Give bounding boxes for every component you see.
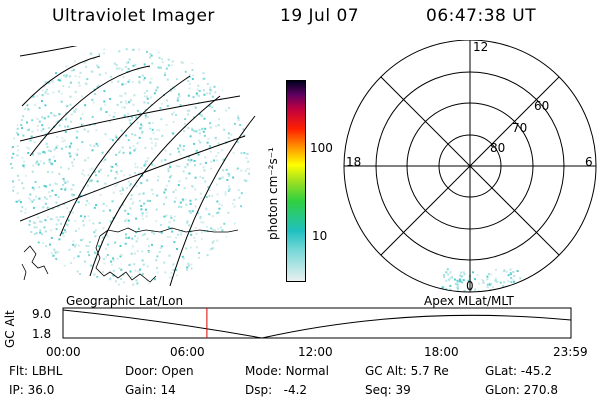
mode-field: Mode: Normal [245,364,329,378]
apex-panel-label: Apex MLat/MLT [424,294,514,308]
altitude-timeline: GC Alt 9.0 1.8 00:00 06:00 12:00 18:00 2… [3,307,588,359]
colorbar-tick-100: 100 [310,141,333,155]
coastline [21,227,239,283]
ip-field: IP: 36.0 [9,383,55,397]
instrument-title: Ultraviolet Imager [52,6,215,26]
polar-plot: 12 18 6 0 60 70 80 [343,40,597,293]
timeline-frame [62,307,572,339]
polar-lat-label-70: 70 [512,121,527,135]
timeline-x-tick-1200: 12:00 [298,345,333,359]
altitude-curve [62,309,572,339]
gain-field: Gain: 14 [125,383,176,397]
timeline-y-tick-min: 1.8 [32,327,51,341]
polar-diagonal-b [380,76,560,256]
timeline-x-tick-0000: 00:00 [46,345,81,359]
timeline-x-tick-0600: 06:00 [170,345,205,359]
polar-label-12: 12 [473,40,488,54]
date-label: 19 Jul 07 [280,6,360,26]
polar-lat-label-60: 60 [534,99,549,113]
seq-field: Seq: 39 [365,383,411,397]
flt-field: Flt: LBHL [9,364,63,378]
polar-label-0: 0 [466,279,474,293]
door-field: Door: Open [125,364,194,378]
timeline-y-label: GC Alt [3,310,17,348]
polar-label-18: 18 [346,155,361,169]
time-label: 06:47:38 UT [426,6,537,26]
polar-lat-label-80: 80 [490,141,505,155]
timeline-x-tick-2359: 23:59 [553,345,588,359]
polar-label-6: 6 [585,155,593,169]
colorbar-tick-10: 10 [312,229,328,243]
gc-alt-field: GC Alt: 5.7 Re [365,364,449,378]
lat-lon-grid [20,46,256,286]
colorbar-unit-label: photon cm⁻²s⁻¹ [266,147,280,240]
glon-field: GLon: 270.8 [485,383,558,397]
timeline-x-tick-1800: 18:00 [424,345,459,359]
timeline-y-tick-max: 9.0 [32,307,51,321]
dsp-field: Dsp: -4.2 [245,383,308,397]
intensity-colorbar [286,80,306,282]
glat-field: GLat: -45.2 [485,364,552,378]
geographic-image-panel [10,46,256,286]
uv-emission-image [10,46,250,286]
geographic-panel-label: Geographic Lat/Lon [66,294,184,308]
